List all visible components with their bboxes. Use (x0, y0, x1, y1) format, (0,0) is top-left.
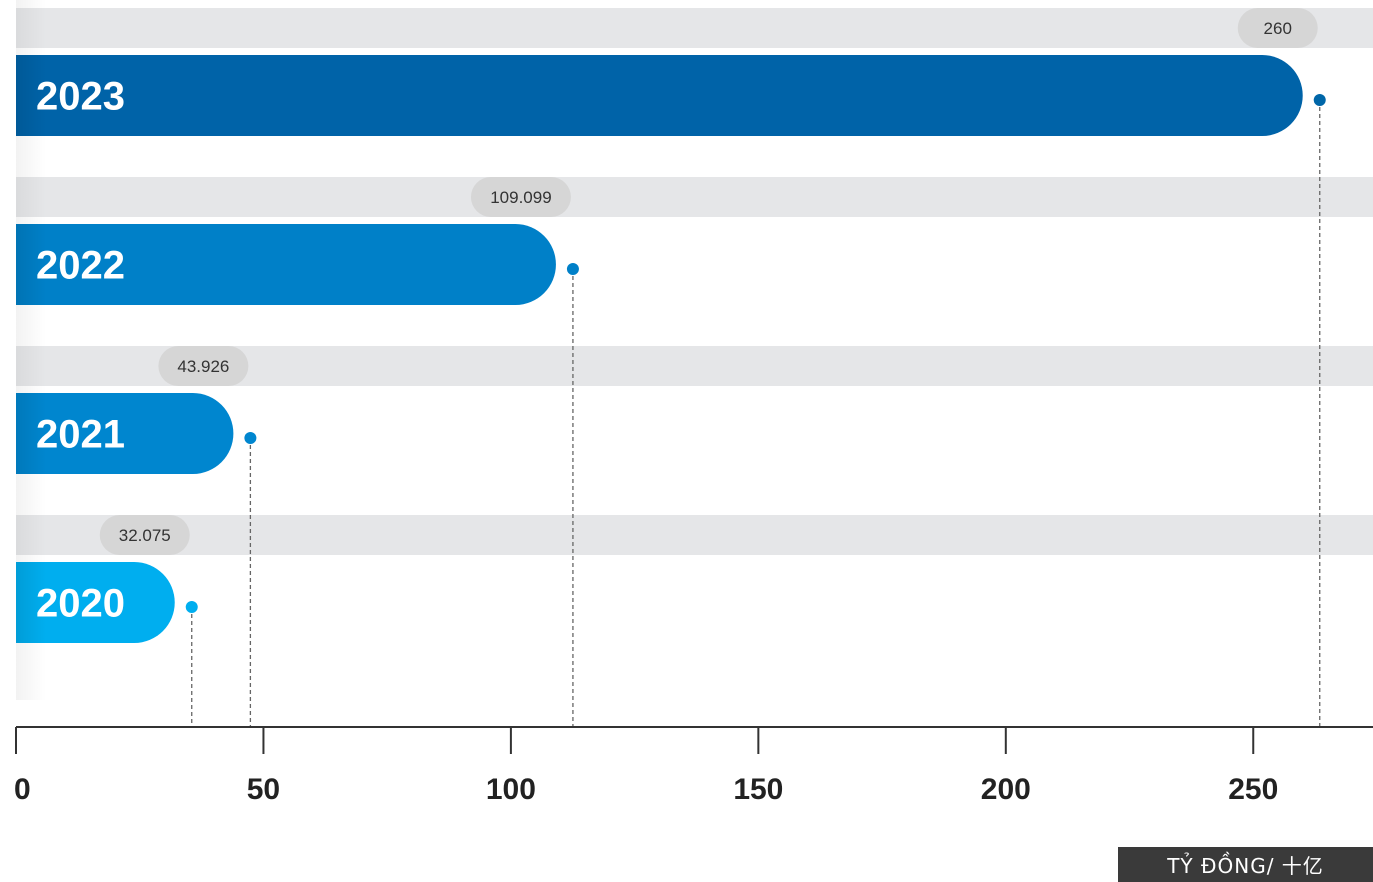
value-label: 32.075 (119, 526, 171, 545)
value-badge (470, 177, 571, 217)
x-tick-label: 250 (1228, 773, 1278, 806)
bar (16, 224, 556, 305)
value-label: 43.926 (177, 357, 229, 376)
bar (16, 562, 175, 643)
value-label: 109.099 (490, 188, 551, 207)
bar-shade (16, 55, 46, 136)
x-tick-label: 50 (247, 773, 280, 806)
value-badge (99, 515, 190, 555)
bar-track (16, 515, 1373, 555)
bar-track (16, 8, 1373, 48)
x-axis: 0 50 100 150 200 250 (14, 726, 1373, 806)
value-marker (566, 263, 579, 275)
value-label: 260 (1264, 19, 1292, 38)
bar-category-label: 2023 (36, 75, 125, 119)
bar-category-label: 2020 (36, 582, 125, 626)
guide-lines (185, 94, 1326, 727)
bar-category-label: 2021 (36, 413, 125, 457)
value-marker (244, 432, 257, 444)
x-tick-label: 200 (981, 773, 1031, 806)
x-tick-label: 100 (486, 773, 536, 806)
value-marker (185, 601, 198, 613)
bar (16, 55, 1303, 136)
bar-tracks: 260 109.099 43.926 32.075 (16, 0, 1373, 700)
bar (16, 393, 234, 474)
value-badge (1237, 8, 1318, 48)
bar-track (16, 177, 1373, 217)
bar-category-label: 2022 (36, 244, 125, 288)
x-tick-label: 0 (14, 773, 31, 806)
bar-shade (16, 562, 46, 643)
x-tick-label: 150 (733, 773, 783, 806)
value-badge (158, 346, 249, 386)
unit-label: TỶ ĐỒNG/ 十亿 (1118, 847, 1373, 882)
bar-shade (16, 224, 46, 305)
bars: 2023 2022 2021 2020 (16, 55, 1303, 643)
value-marker (1313, 94, 1326, 106)
bar-shade (16, 393, 46, 474)
